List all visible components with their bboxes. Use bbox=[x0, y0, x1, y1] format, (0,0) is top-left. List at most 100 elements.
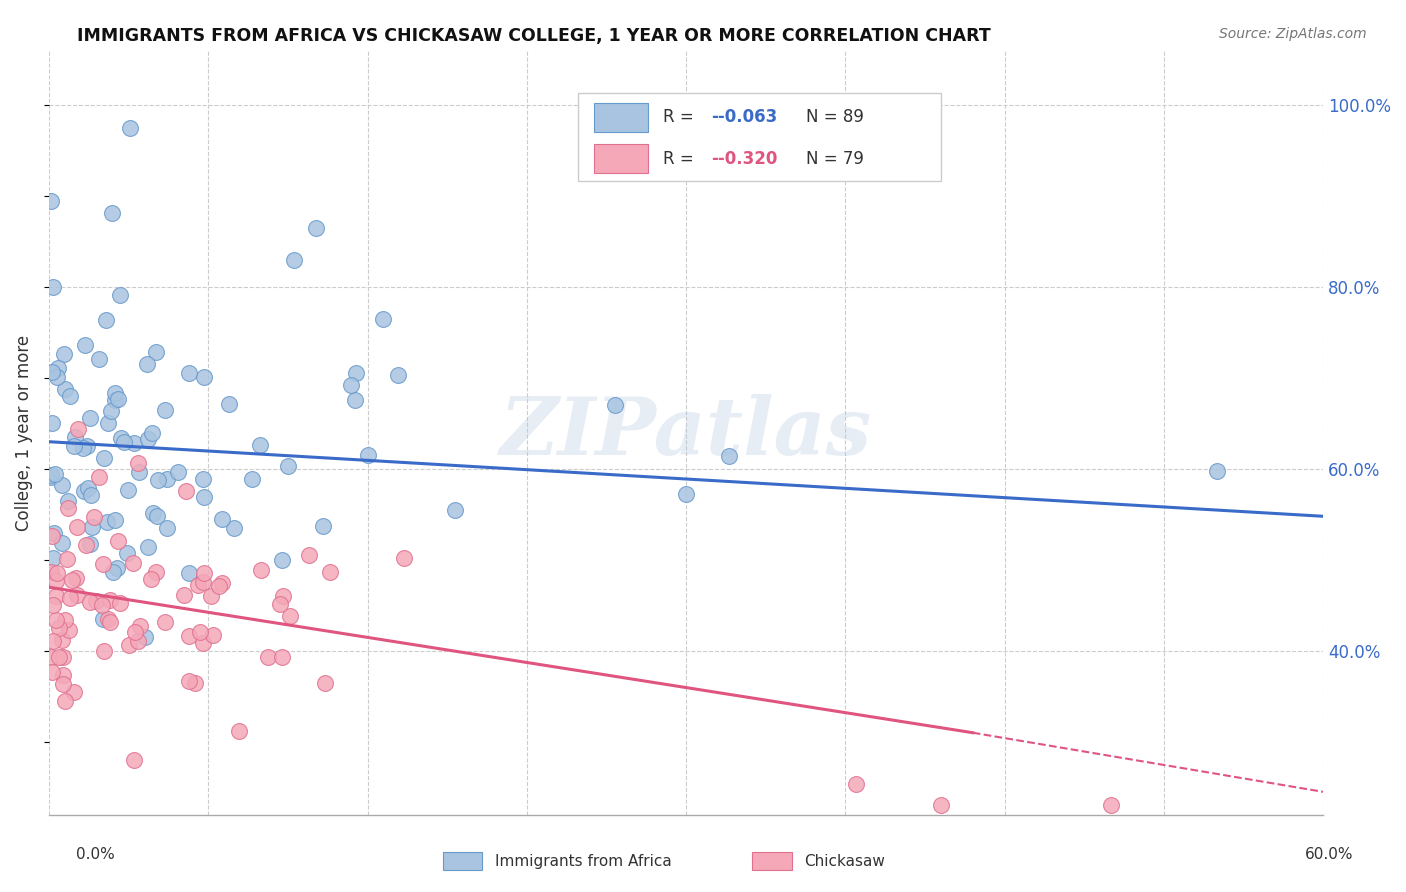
Point bbox=[136, 541, 159, 555]
Point bbox=[136, 357, 159, 371]
Point bbox=[283, 252, 305, 267]
Point bbox=[66, 520, 89, 534]
Point bbox=[166, 465, 188, 479]
Point bbox=[179, 366, 201, 380]
Point bbox=[110, 431, 132, 445]
Point bbox=[73, 484, 96, 499]
Point bbox=[76, 439, 98, 453]
Point bbox=[56, 551, 79, 566]
Point bbox=[87, 351, 110, 366]
Point bbox=[124, 625, 146, 640]
Point bbox=[75, 538, 97, 552]
Point bbox=[72, 441, 94, 455]
Point bbox=[177, 674, 200, 689]
Point bbox=[929, 798, 952, 813]
Point bbox=[45, 613, 67, 627]
Point bbox=[93, 644, 115, 658]
Point bbox=[387, 368, 409, 382]
Point bbox=[52, 677, 75, 691]
Point bbox=[141, 425, 163, 440]
Point bbox=[39, 649, 62, 664]
Point bbox=[41, 665, 63, 680]
Point bbox=[339, 378, 361, 392]
Point bbox=[118, 638, 141, 652]
Point bbox=[104, 513, 127, 527]
Point bbox=[65, 571, 87, 585]
Text: N = 89: N = 89 bbox=[806, 108, 863, 127]
Point bbox=[191, 472, 214, 486]
Point bbox=[79, 536, 101, 550]
Point bbox=[228, 724, 250, 739]
Point bbox=[58, 623, 80, 637]
Point bbox=[122, 435, 145, 450]
Bar bbox=[752, 852, 792, 870]
Point bbox=[156, 472, 179, 486]
Point bbox=[67, 421, 90, 435]
Point bbox=[191, 636, 214, 650]
Point bbox=[127, 456, 149, 470]
Point bbox=[46, 361, 69, 376]
Point bbox=[304, 221, 326, 235]
Point bbox=[59, 389, 82, 403]
Point bbox=[127, 633, 149, 648]
Point bbox=[122, 753, 145, 767]
Point bbox=[82, 519, 104, 533]
Point bbox=[256, 649, 278, 664]
Point bbox=[59, 591, 82, 605]
Point bbox=[179, 629, 201, 643]
Point bbox=[77, 481, 100, 495]
Bar bbox=[443, 852, 482, 870]
Point bbox=[94, 312, 117, 326]
Point bbox=[53, 382, 76, 396]
Point bbox=[357, 448, 380, 462]
Text: --0.320: --0.320 bbox=[711, 150, 778, 168]
Point bbox=[153, 403, 176, 417]
Point bbox=[96, 515, 118, 529]
Point bbox=[108, 596, 131, 610]
Point bbox=[45, 589, 67, 603]
Y-axis label: College, 1 year or more: College, 1 year or more bbox=[15, 334, 32, 531]
Point bbox=[41, 365, 63, 379]
Point bbox=[193, 490, 215, 504]
Point bbox=[66, 588, 89, 602]
Point bbox=[42, 633, 65, 648]
Point bbox=[128, 465, 150, 479]
Point bbox=[75, 337, 97, 351]
FancyBboxPatch shape bbox=[578, 93, 941, 180]
Point bbox=[122, 556, 145, 570]
Text: R =: R = bbox=[664, 108, 699, 127]
Point bbox=[344, 392, 367, 407]
Point bbox=[96, 416, 118, 430]
Point bbox=[98, 615, 121, 630]
Point bbox=[41, 529, 63, 543]
Bar bbox=[595, 103, 648, 132]
Point bbox=[188, 625, 211, 640]
Point bbox=[39, 470, 62, 484]
Point bbox=[200, 589, 222, 603]
Point bbox=[79, 411, 101, 425]
Point bbox=[675, 487, 697, 501]
Point bbox=[277, 459, 299, 474]
Text: ZIPatlas: ZIPatlas bbox=[501, 394, 872, 471]
Point bbox=[176, 483, 198, 498]
Point bbox=[208, 579, 231, 593]
Text: R =: R = bbox=[664, 150, 699, 168]
Point bbox=[104, 392, 127, 407]
Point bbox=[187, 577, 209, 591]
Point bbox=[80, 488, 103, 502]
Point bbox=[394, 551, 416, 566]
Point bbox=[100, 593, 122, 607]
Point bbox=[62, 573, 84, 587]
Point bbox=[211, 512, 233, 526]
Point bbox=[278, 609, 301, 624]
Point bbox=[269, 597, 291, 611]
Point bbox=[118, 120, 141, 135]
Point bbox=[717, 449, 740, 463]
Point bbox=[117, 483, 139, 498]
Point bbox=[46, 566, 69, 581]
Point bbox=[45, 574, 67, 589]
Point bbox=[314, 675, 336, 690]
Point bbox=[84, 593, 107, 607]
Point bbox=[156, 521, 179, 535]
Point bbox=[201, 628, 224, 642]
